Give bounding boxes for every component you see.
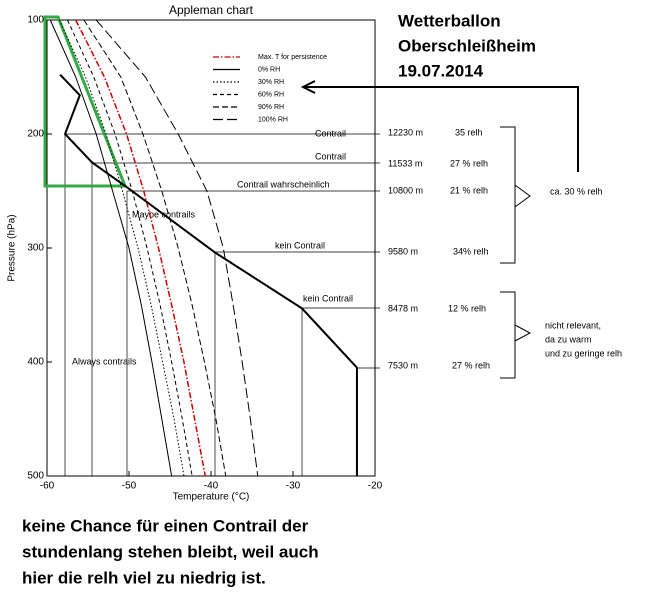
curve xyxy=(83,19,227,477)
curve xyxy=(58,19,185,477)
y-tick-label: 200 xyxy=(27,129,44,140)
x-tick-label: -20 xyxy=(368,481,383,492)
brackets xyxy=(300,80,579,379)
legend-label: 0% RH xyxy=(258,66,280,73)
relh: 27 % relh xyxy=(452,360,490,370)
chart-title: Appleman chart xyxy=(169,3,254,17)
level-label: Contrail wahrscheinlich xyxy=(237,179,330,189)
level-label: Contrail xyxy=(315,151,346,161)
curve xyxy=(75,19,206,477)
annotations: Always contrails Maybe contrails Contrai… xyxy=(72,127,622,370)
group-note: da zu warm xyxy=(545,334,592,344)
relh: 34% relh xyxy=(453,246,489,256)
x-tick-label: -50 xyxy=(122,481,137,492)
height: 11533 m xyxy=(388,158,422,168)
region-label: Always contrails xyxy=(72,356,137,366)
height: 8478 m xyxy=(388,303,418,313)
level-label: kein Contrail xyxy=(275,240,325,250)
caption: stundenlang stehen bleibt, weil auch xyxy=(22,542,319,561)
relh: 35 relh xyxy=(455,127,483,137)
heading: Wetterballon xyxy=(398,11,501,30)
x-tick-label: -30 xyxy=(286,481,301,492)
legend-label: Max. T for persistence xyxy=(258,54,327,61)
y-axis-label: Pressure (hPa) xyxy=(7,214,18,281)
caption: keine Chance für einen Contrail der xyxy=(22,516,309,535)
caption: hier die relh viel zu niedrig ist. xyxy=(22,568,266,587)
heading: 19.07.2014 xyxy=(398,61,484,80)
curve xyxy=(59,74,358,476)
x-tick-label: -40 xyxy=(204,481,219,492)
relh: 27 % relh xyxy=(450,158,488,168)
x-tick-label: -60 xyxy=(40,481,55,492)
x-axis-label: Temperature (°C) xyxy=(173,492,250,503)
height: 12230 m xyxy=(388,127,423,137)
height: 7530 m xyxy=(388,360,418,370)
height: 9580 m xyxy=(388,246,418,256)
relh: 21 % relh xyxy=(450,185,488,195)
y-tick-label: 400 xyxy=(27,357,44,368)
y-tick-label: 100 xyxy=(27,15,44,26)
legend-label: 30% RH xyxy=(258,79,284,86)
guide-lines xyxy=(64,133,380,476)
level-label: Contrail xyxy=(315,128,346,138)
legend-label: 100% RH xyxy=(258,116,288,123)
legend-label: 90% RH xyxy=(258,104,284,111)
group-note: nicht relevant, xyxy=(545,320,601,330)
curve xyxy=(49,19,173,477)
y-tick-label: 300 xyxy=(27,243,44,254)
heading: Oberschleißheim xyxy=(398,36,536,55)
relh: 12 % relh xyxy=(448,303,486,313)
group-note: ca. 30 % relh xyxy=(550,186,603,196)
height: 10800 m xyxy=(388,185,423,195)
group-note: und zu geringe relh xyxy=(545,348,622,358)
y-tick-label: 500 xyxy=(27,471,44,482)
level-label: kein Contrail xyxy=(303,293,353,303)
legend-label: 60% RH xyxy=(258,91,284,98)
